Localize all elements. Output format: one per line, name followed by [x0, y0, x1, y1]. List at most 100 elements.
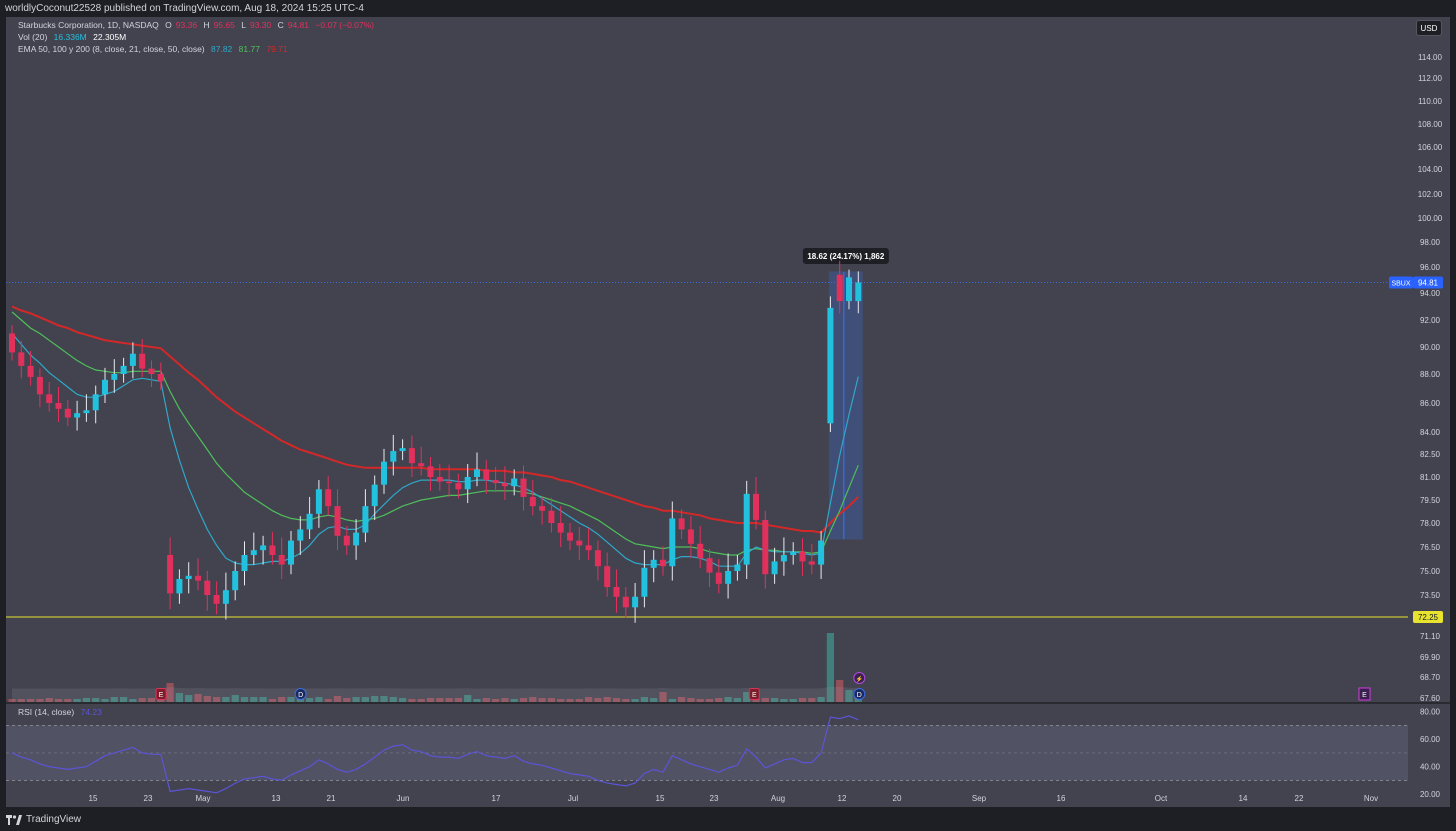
chart-area[interactable]: 18.62 (24.17%) 1,862 E D E ⚡ D E 114.00 112.00 11… [6, 17, 1450, 807]
candle-down [278, 537, 285, 579]
candle-down [753, 477, 759, 530]
candle-body [64, 408, 71, 418]
time-tick-label: 13 [272, 794, 281, 803]
candle-down [567, 523, 573, 551]
candle-body [55, 403, 62, 409]
volume-bar [845, 690, 853, 703]
candle-up [650, 550, 657, 583]
candle-body [27, 365, 34, 377]
candle-body [641, 567, 648, 597]
candle-down [687, 516, 694, 559]
tradingview-logo[interactable]: TradingView [6, 808, 81, 831]
volume-bar [315, 697, 323, 703]
volume-bar [678, 697, 686, 703]
candle-down [808, 543, 815, 575]
volume-bar [231, 695, 239, 703]
candle-up [353, 519, 360, 560]
legend-h-label: H [203, 20, 210, 30]
candle-body [315, 489, 322, 514]
volume-bar [194, 694, 202, 703]
legend-c-label: C [277, 20, 284, 30]
candle-body [501, 483, 508, 487]
candle-down [501, 466, 508, 500]
candle-body [585, 545, 592, 551]
candle-down [55, 387, 62, 422]
volume-bar [138, 698, 146, 703]
candle-body [120, 365, 127, 374]
candle-body [576, 540, 583, 546]
legend-ema21-value: 81.77 [238, 44, 260, 54]
candle-body [83, 410, 90, 414]
candle-body [250, 550, 257, 555]
price-tick-label: 108.00 [1418, 120, 1443, 129]
candle-down [408, 435, 415, 477]
candle-body [343, 535, 350, 546]
candle-up [83, 394, 90, 422]
candle-down [799, 538, 806, 576]
volume-bar [705, 699, 714, 703]
price-tick-label: 69.90 [1420, 653, 1441, 662]
rsi-band [6, 725, 1408, 781]
volume-bar [547, 698, 555, 703]
time-tick-label: Jun [397, 794, 410, 803]
candle-body [436, 477, 443, 482]
price-tick-label: 68.70 [1420, 673, 1441, 682]
volume-bar [27, 699, 35, 703]
price-tick-label: 84.00 [1420, 428, 1441, 437]
candle-down [213, 581, 220, 615]
candle-body [418, 463, 425, 467]
volume-bar [640, 697, 648, 703]
price-tick-label: 73.50 [1420, 591, 1441, 600]
price-chart[interactable]: 18.62 (24.17%) 1,862 E D E ⚡ D E 114.00 112.00 11… [6, 17, 1450, 807]
volume-bar [73, 699, 81, 703]
candle-body [725, 571, 732, 584]
volume-bar [808, 698, 816, 703]
candle-down [483, 460, 490, 494]
rsi-tick-label: 20.00 [1420, 790, 1441, 799]
time-tick-label: 23 [144, 794, 153, 803]
candle-body [390, 451, 397, 462]
candle-up [846, 269, 852, 310]
volume-bar [482, 698, 490, 703]
volume-bar [492, 699, 500, 703]
time-tick-label: 23 [710, 794, 719, 803]
volume-bar [296, 697, 304, 703]
candle-body [743, 493, 750, 565]
candle-body [706, 558, 713, 573]
rsi-tick-label: 40.00 [1420, 763, 1441, 772]
volume-bar [668, 699, 676, 703]
candle-body [9, 333, 15, 353]
candle-up [129, 342, 136, 379]
candle-body [306, 513, 313, 530]
candle-body [18, 352, 25, 366]
split-marker [853, 672, 866, 684]
legend-rsi-value: 74.23 [80, 707, 102, 717]
candle-body [399, 448, 406, 452]
candle-body [260, 545, 267, 551]
candle-body [846, 277, 852, 302]
candle-body [594, 550, 601, 567]
candle-down [678, 509, 685, 539]
price-tick-label: 67.60 [1420, 694, 1441, 703]
candle-down [157, 362, 164, 390]
volume-bar [417, 699, 425, 703]
candle-down [520, 465, 527, 511]
volume-bar [650, 698, 658, 703]
price-tick-label: 106.00 [1418, 143, 1443, 152]
volume-bar [724, 697, 732, 703]
candle-up [120, 357, 127, 383]
rsi-tick-label: 80.00 [1420, 708, 1441, 717]
volume-bar [17, 699, 25, 703]
volume-bar [436, 698, 444, 703]
candle-body [799, 551, 806, 562]
volume-bar [752, 698, 760, 703]
candle-down [446, 464, 453, 497]
candle-down [529, 480, 536, 516]
candle-up [315, 480, 322, 528]
candle-down [64, 400, 71, 427]
volume-bar [566, 699, 574, 703]
future-earnings-marker [1358, 687, 1371, 701]
currency-button[interactable]: USD [1416, 20, 1442, 36]
volume-bar [594, 698, 602, 703]
volume-bar [789, 699, 797, 703]
